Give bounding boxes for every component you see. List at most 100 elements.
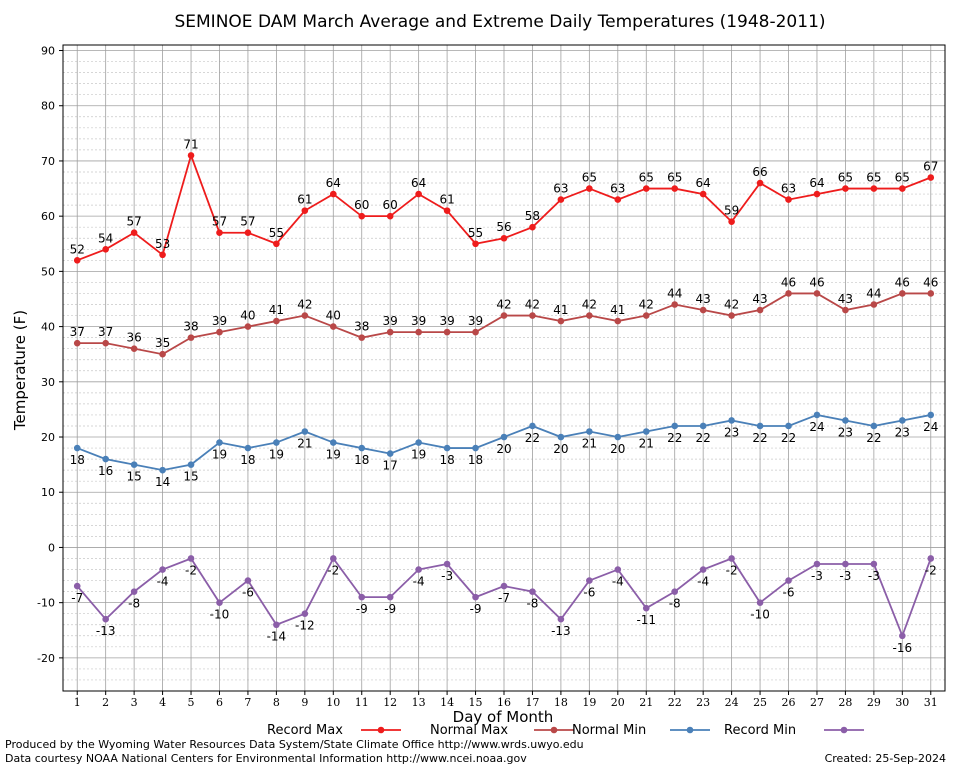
record-min-data-label: -10	[750, 608, 770, 622]
normal-min-point	[870, 422, 878, 430]
record-max-point	[614, 196, 622, 203]
normal-min-point	[728, 417, 735, 424]
normal-max-point	[102, 339, 109, 347]
record-max-point	[756, 179, 764, 187]
legend-marker-record-min	[840, 726, 848, 734]
normal-max-point	[529, 312, 536, 319]
normal-max-data-label: 42	[496, 298, 511, 312]
record-max-point	[557, 196, 565, 203]
record-min-data-label: -4	[697, 575, 709, 589]
normal-min-point	[927, 411, 935, 419]
normal-max-point	[785, 290, 792, 297]
normal-min-point	[671, 422, 679, 430]
normal-max-point	[443, 328, 451, 336]
normal-max-data-label: 41	[553, 303, 568, 317]
record-max-point	[415, 190, 422, 198]
x-tick-label: 13	[412, 696, 426, 709]
normal-max-data-label: 46	[781, 275, 796, 289]
record-max-data-label: 65	[667, 171, 682, 185]
normal-max-point	[614, 317, 622, 325]
normal-max-point	[130, 345, 138, 352]
record-max-point	[130, 229, 138, 237]
normal-min-data-label: 22	[781, 431, 796, 445]
normal-min-data-label: 15	[126, 470, 141, 484]
x-tick-label: 29	[867, 696, 881, 709]
record-min-point	[842, 560, 849, 568]
normal-min-data-label: 15	[183, 470, 198, 484]
record-max-data-label: 52	[70, 242, 85, 256]
normal-max-data-label: 41	[269, 303, 284, 317]
normal-min-data-label: 23	[724, 425, 739, 439]
x-tick-label: 14	[440, 696, 454, 709]
record-min-data-label: -6	[783, 586, 795, 600]
y-tick-label: 10	[41, 486, 55, 499]
record-min-data-label: -9	[356, 602, 368, 616]
record-min-point	[699, 566, 707, 573]
normal-min-point	[443, 444, 451, 452]
legend-marker-normal-min	[686, 726, 694, 734]
record-min-point	[557, 615, 565, 623]
record-max-data-label: 65	[866, 171, 881, 185]
record-max-data-label: 56	[496, 220, 511, 234]
x-tick-label: 10	[326, 696, 340, 709]
record-min-point	[102, 615, 109, 623]
record-max-point	[472, 240, 479, 248]
record-min-data-label: -8	[669, 597, 681, 611]
normal-min-data-label: 21	[639, 436, 654, 450]
normal-max-point	[586, 312, 593, 319]
normal-min-data-label: 23	[838, 425, 853, 439]
record-min-data-label: -4	[157, 575, 169, 589]
x-tick-label: 4	[159, 696, 166, 709]
normal-min-point	[472, 444, 479, 452]
record-max-point	[813, 190, 821, 198]
legend-label-normal-max: Normal Max	[430, 723, 508, 738]
normal-min-point	[358, 444, 366, 452]
normal-min-point	[557, 433, 565, 441]
normal-min-data-label: 24	[923, 420, 938, 434]
normal-max-point	[415, 328, 422, 336]
record-max-data-label: 64	[411, 176, 426, 190]
record-max-data-label: 64	[326, 176, 341, 190]
record-min-point	[529, 588, 536, 595]
normal-min-data-label: 19	[326, 448, 341, 462]
record-max-data-label: 57	[126, 215, 141, 229]
x-tick-label: 23	[696, 696, 710, 709]
record-max-point	[785, 196, 792, 203]
record-max-data-label: 64	[696, 176, 711, 190]
normal-min-point	[642, 428, 650, 435]
record-max-point	[443, 207, 451, 214]
x-tick-label: 26	[782, 696, 796, 709]
normal-min-point	[586, 428, 593, 435]
x-axis-label: Day of Month	[453, 708, 554, 726]
normal-max-data-label: 42	[724, 298, 739, 312]
normal-min-data-label: 19	[411, 448, 426, 462]
normal-min-point	[301, 428, 309, 435]
x-tick-label: 6	[216, 696, 223, 709]
record-min-point	[586, 577, 593, 584]
record-min-point	[73, 582, 81, 590]
x-tick-label: 3	[131, 696, 138, 709]
x-tick-label: 21	[639, 696, 653, 709]
credit-line-2: Data courtesy NOAA National Centers for …	[5, 752, 527, 765]
normal-min-point	[529, 422, 536, 430]
record-max-data-label: 66	[752, 165, 767, 179]
record-max-data-label: 65	[895, 171, 910, 185]
x-tick-label: 22	[668, 696, 682, 709]
x-tick-label: 12	[383, 696, 397, 709]
legend-marker-normal-max	[550, 726, 558, 734]
chart-title: SEMINOE DAM March Average and Extreme Da…	[174, 12, 825, 32]
normal-max-data-label: 39	[439, 314, 454, 328]
normal-min-data-label: 21	[582, 436, 597, 450]
normal-min-point	[159, 466, 166, 474]
record-min-point	[472, 593, 479, 601]
normal-min-data-label: 18	[439, 453, 454, 467]
record-min-data-label: -13	[96, 624, 116, 638]
record-min-data-label: -3	[868, 569, 880, 583]
record-min-data-label: -9	[470, 602, 482, 616]
normal-max-data-label: 39	[468, 314, 483, 328]
normal-max-data-label: 42	[297, 298, 312, 312]
record-max-point	[329, 190, 337, 198]
normal-min-point	[415, 439, 422, 446]
y-tick-label: -10	[37, 597, 55, 610]
x-tick-label: 28	[838, 696, 852, 709]
